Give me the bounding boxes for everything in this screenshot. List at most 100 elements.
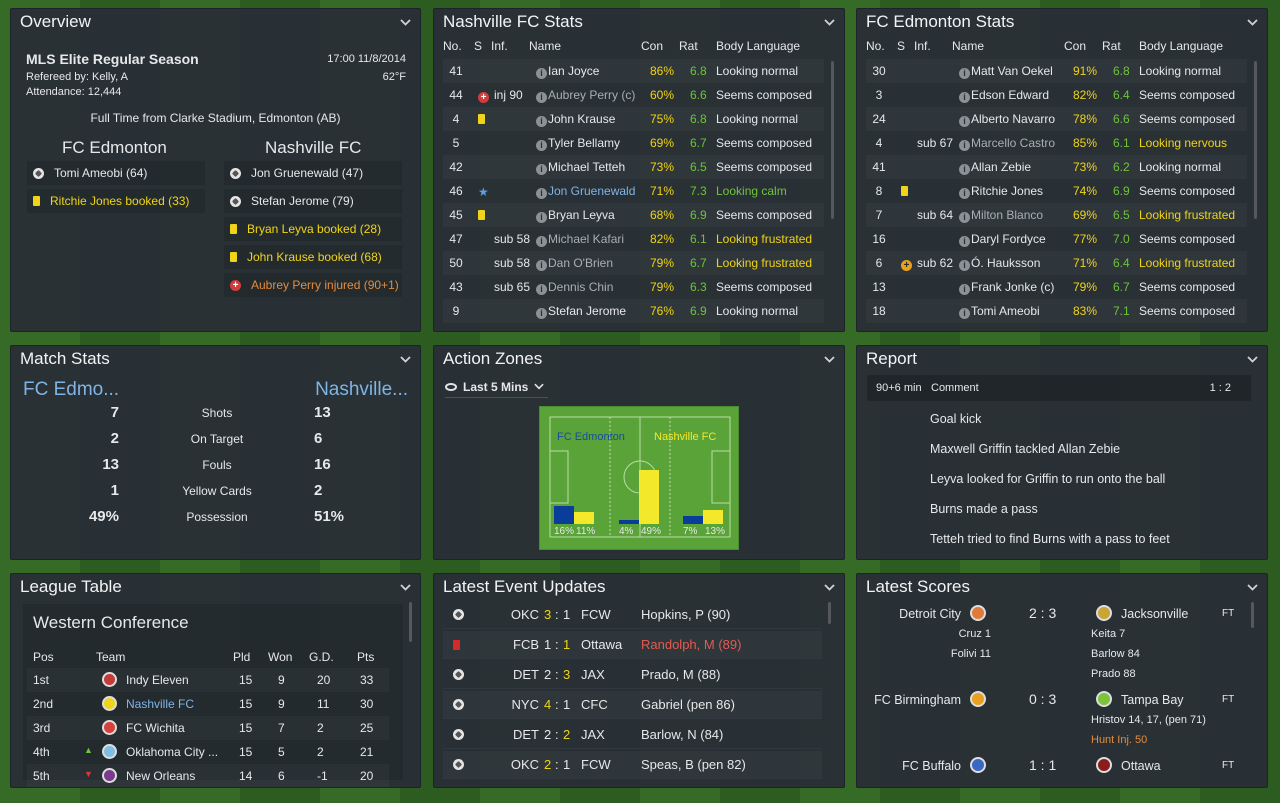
player-row[interactable]: 41 i Ian Joyce 86% 6.8 Looking normal (443, 59, 824, 83)
column-header-body[interactable]: Body Language (1139, 39, 1224, 53)
player-row[interactable]: 13 i Frank Jonke (c) 79% 6.7 Seems composed (866, 275, 1247, 299)
player-row[interactable]: 3 i Edson Edward 82% 6.4 Seems composed (866, 83, 1247, 107)
scrollbar[interactable] (409, 602, 412, 642)
chevron-down-icon[interactable] (398, 580, 412, 594)
player-row[interactable]: 41 i Allan Zebie 73% 6.2 Looking normal (866, 155, 1247, 179)
info-icon[interactable]: i (959, 65, 970, 79)
away-team-name[interactable]: Nashville FC (265, 138, 362, 157)
player-name[interactable]: Michael Tetteh (548, 160, 626, 174)
player-row[interactable]: 50 sub 58 i Dan O'Brien 79% 6.7 Looking frustr… (443, 251, 824, 275)
chevron-down-icon[interactable] (822, 15, 836, 29)
away-team[interactable]: Jacksonville (1121, 607, 1189, 621)
column-header-body[interactable]: Body Language (716, 39, 801, 53)
info-icon[interactable]: i (536, 161, 547, 175)
chevron-down-icon[interactable] (398, 15, 412, 29)
player-name[interactable]: Aubrey Perry (c) (548, 88, 636, 102)
home-team[interactable]: FC Birmingham (874, 693, 961, 707)
chevron-down-icon[interactable] (1245, 15, 1259, 29)
player-name[interactable]: Ritchie Jones (971, 184, 1044, 198)
player-name[interactable]: Dan O'Brien (548, 256, 613, 270)
league-team[interactable]: Indy Eleven (126, 673, 189, 687)
scrollbar[interactable] (828, 602, 831, 624)
info-icon[interactable]: i (959, 137, 970, 151)
event-row[interactable]: DET 2:2 JAX Barlow, N (84) (443, 721, 822, 749)
league-col-team[interactable]: Team (96, 650, 126, 664)
league-team[interactable]: Nashville FC (126, 697, 195, 711)
league-team[interactable]: FC Wichita (126, 721, 185, 735)
info-icon[interactable]: i (959, 233, 970, 247)
player-name[interactable]: Stefan Jerome (548, 304, 627, 318)
info-icon[interactable]: i (959, 89, 970, 103)
chevron-down-icon[interactable] (822, 352, 836, 366)
player-row[interactable]: 42 i Michael Tetteh 73% 6.5 Seems composed (443, 155, 824, 179)
zone-filter-dropdown[interactable]: Last 5 Mins (445, 376, 549, 398)
league-row[interactable] (27, 692, 389, 716)
scrollbar[interactable] (1254, 61, 1257, 219)
player-row[interactable]: 8 i Ritchie Jones 74% 6.9 Seems composed (866, 179, 1247, 203)
column-header-rat[interactable]: Rat (1102, 39, 1121, 53)
player-name[interactable]: Milton Blanco (971, 208, 1044, 222)
player-name[interactable]: Edson Edward (971, 88, 1050, 102)
league-row[interactable] (27, 764, 389, 787)
info-icon[interactable]: i (536, 281, 547, 295)
column-header-s[interactable]: S (474, 39, 483, 53)
player-name[interactable]: Matt Van Oekel (971, 64, 1053, 78)
player-name[interactable]: Tomi Ameobi (971, 304, 1040, 318)
player-name[interactable]: Marcello Castro (971, 136, 1056, 150)
info-icon[interactable]: i (536, 209, 547, 223)
player-row[interactable]: 45 i Bryan Leyva 68% 6.9 Seems composed (443, 203, 824, 227)
player-name[interactable]: Daryl Fordyce (971, 232, 1046, 246)
away-team[interactable]: Ottawa (1121, 759, 1161, 773)
player-name[interactable]: Tyler Bellamy (548, 136, 621, 150)
event-row[interactable]: OKC 3:1 FCW Hopkins, P (90) (443, 601, 822, 629)
column-header-inf[interactable]: Inf. (914, 39, 931, 53)
scrollbar[interactable] (1251, 602, 1254, 628)
event-row[interactable]: OKC 2:1 FCW Speas, B (pen 82) (443, 751, 822, 779)
info-icon[interactable]: i (959, 209, 970, 223)
player-name[interactable]: Allan Zebie (971, 160, 1032, 174)
player-row[interactable]: 30 i Matt Van Oekel 91% 6.8 Looking normal (866, 59, 1247, 83)
score-game[interactable]: Detroit City 2 : 3 Jacksonville FT Cruz 1 Fol… (857, 602, 1249, 682)
player-row[interactable]: 4 i John Krause 75% 6.8 Looking normal (443, 107, 824, 131)
info-icon[interactable]: i (536, 137, 547, 151)
league-col-pts[interactable]: Pts (357, 650, 375, 664)
league-col-pld[interactable]: Pld (233, 650, 251, 664)
player-row[interactable]: 9 i Stefan Jerome 76% 6.9 Looking normal (443, 299, 824, 323)
column-header-rat[interactable]: Rat (679, 39, 698, 53)
league-col-won[interactable]: Won (268, 650, 293, 664)
player-row[interactable]: 5 i Tyler Bellamy 69% 6.7 Seems composed (443, 131, 824, 155)
info-icon[interactable]: i (536, 113, 547, 127)
league-team[interactable]: New Orleans (126, 769, 196, 783)
column-header-no[interactable]: No. (443, 39, 462, 53)
home-team[interactable]: FC Buffalo (902, 759, 961, 773)
column-header-con[interactable]: Con (641, 39, 664, 53)
event-row[interactable]: FCB 1:1 Ottawa Randolph, M (89) (443, 631, 822, 659)
info-icon[interactable]: i (959, 113, 970, 127)
away-team[interactable]: Tampa Bay (1121, 693, 1184, 707)
player-row[interactable]: 47 sub 58 i Michael Kafari 82% 6.1 Looking fru… (443, 227, 824, 251)
column-header-no[interactable]: No. (866, 39, 885, 53)
info-icon[interactable]: i (536, 65, 547, 79)
league-col-pos[interactable]: Pos (33, 650, 54, 664)
player-row[interactable]: 7 sub 64 i Milton Blanco 69% 6.5 Looking frust… (866, 203, 1247, 227)
info-icon[interactable]: i (536, 257, 547, 271)
info-icon[interactable]: i (536, 89, 547, 103)
league-col-gd[interactable]: G.D. (309, 650, 334, 664)
player-name[interactable]: Dennis Chin (548, 280, 614, 294)
event-row[interactable]: DET 2:3 JAX Prado, M (88) (443, 661, 822, 689)
info-icon[interactable]: i (959, 185, 970, 199)
player-row[interactable]: 6 + sub 62 i Ó. Hauksson 71% 6.4 Looking frustr… (866, 251, 1247, 275)
chevron-down-icon[interactable] (1245, 580, 1259, 594)
player-row[interactable]: 4 sub 67 i Marcello Castro 85% 6.1 Looking ner… (866, 131, 1247, 155)
player-name[interactable]: Frank Jonke (c) (971, 280, 1055, 294)
column-header-s[interactable]: S (897, 39, 906, 53)
score-game[interactable]: FC Buffalo 1 : 1 Ottawa FT (857, 754, 1249, 787)
league-row[interactable] (27, 716, 389, 740)
player-row[interactable]: 18 i Tomi Ameobi 83% 7.1 Seems composed (866, 299, 1247, 323)
player-name[interactable]: Bryan Leyva (548, 208, 615, 222)
info-icon[interactable]: i (536, 305, 547, 319)
home-team-name[interactable]: FC Edmonton (62, 138, 167, 157)
player-row[interactable]: 46 ★ i Jon Gruenewald 71% 7.3 Looking calm (443, 179, 824, 203)
info-icon[interactable]: i (959, 257, 970, 271)
info-icon[interactable]: i (959, 305, 970, 319)
